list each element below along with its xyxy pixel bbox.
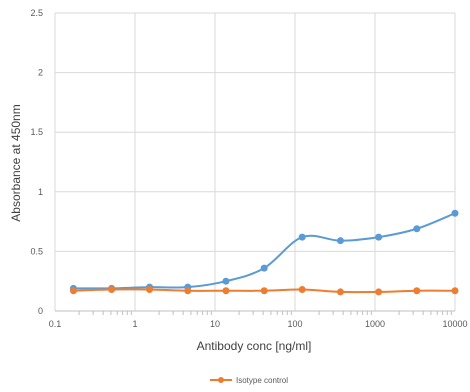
grid-lines [54,12,456,315]
data-point [260,287,268,295]
legend: Isotype control [210,376,288,385]
data-point [451,209,459,217]
data-point [260,264,268,272]
data-point [336,288,344,296]
data-point [298,233,306,241]
x-tick-label: 1 [132,319,137,329]
data-point [222,277,230,285]
x-tick-label: 100 [287,319,302,329]
data-point [336,237,344,245]
y-axis-title: Absorbance at 450nm [9,104,23,221]
tick-labels: 0 0.5 1 1.5 2 2.5 0.1 1 10 100 1000 10000 [30,8,467,329]
x-tick-label: 10000 [442,319,467,329]
data-point [146,286,154,294]
x-axis-title: Antibody conc [ng/ml] [197,339,312,353]
data-point [451,287,459,295]
y-tick-label: 0.5 [30,246,43,256]
data-point [413,287,421,295]
data-point [375,233,383,241]
data-point [69,287,77,295]
y-tick-label: 2 [38,68,43,78]
data-point [413,225,421,233]
y-tick-label: 1.5 [30,127,43,137]
y-tick-label: 2.5 [30,8,43,18]
series-2 [69,286,459,296]
data-point [108,286,116,294]
data-point [298,286,306,294]
data-point [375,288,383,296]
series-layer [69,209,459,296]
series-1 [69,209,459,292]
data-point [222,287,230,295]
y-tick-label: 1 [38,187,43,197]
y-tick-label: 0 [38,306,43,316]
data-point [184,287,192,295]
legend-label: Isotype control [236,376,288,385]
x-tick-label: 10 [210,319,220,329]
x-tick-label: 1000 [365,319,385,329]
series-line [73,212,456,290]
legend-swatch-marker [218,377,224,383]
x-tick-label: 0.1 [49,319,62,329]
